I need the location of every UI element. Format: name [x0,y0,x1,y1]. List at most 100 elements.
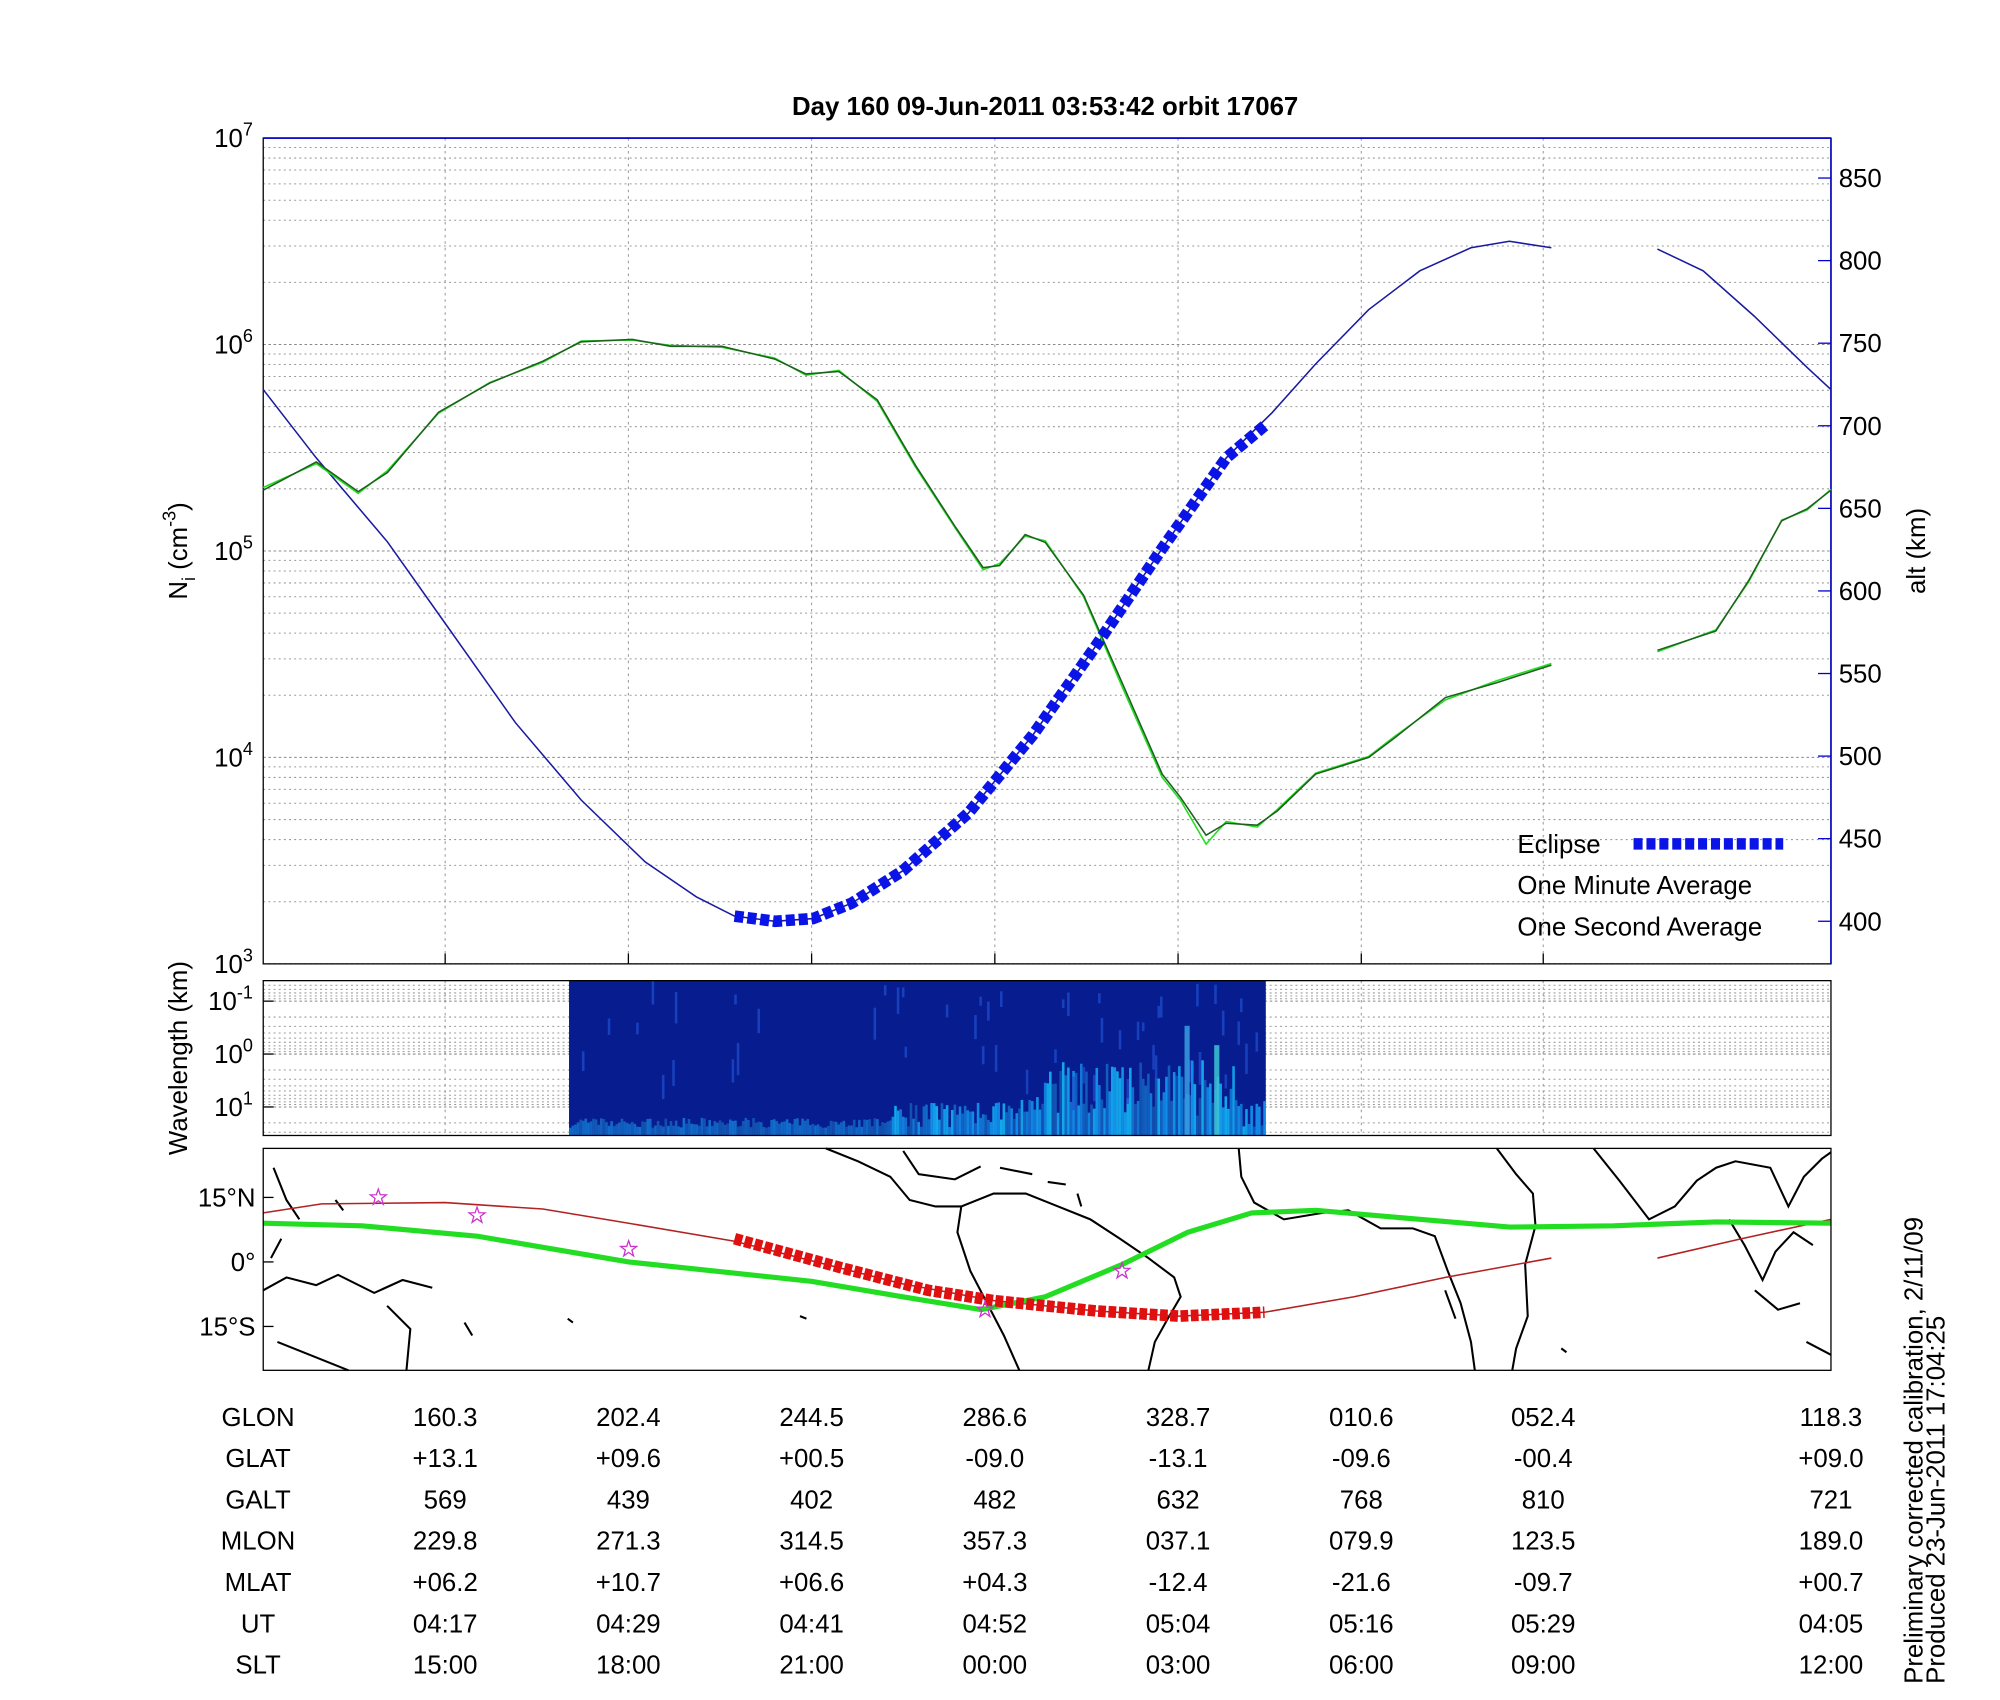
spectrogram-bin [571,1125,575,1136]
spectrogram-bin [705,1126,709,1136]
spectrogram-bin [1121,1067,1124,1136]
spectrogram-bin [685,1123,688,1136]
spectrogram-bin [827,1126,830,1136]
star-marker [368,1187,389,1206]
spectrogram-bin [1080,1063,1083,1136]
tick-exponent: -1 [237,983,253,1003]
spectrogram-bin [1015,1113,1019,1136]
spectrogram-bin [741,1121,745,1136]
spectrogram-bin [1157,1005,1160,1018]
spectrogram-bin [953,1104,957,1136]
coastline [1237,1147,1568,1371]
spectrogram-bin [883,1122,887,1136]
spectrogram-bin [1237,1021,1240,1045]
spectrogram-bin [1028,1100,1031,1136]
spectrogram-bin [1263,1101,1266,1136]
table-cell: 402 [790,1486,833,1514]
table-cell: -09.0 [965,1445,1024,1473]
spectrogram-bin [994,1045,998,1072]
spectrogram-bin [989,1122,993,1136]
spectrogram-bin [850,1125,853,1136]
spectrogram-bin [602,1119,606,1136]
spectrogram-bin [1007,1105,1011,1136]
tick-base: 10 [214,538,243,566]
y-tick-label: 500 [1839,743,1882,771]
row-header: GLON [222,1404,295,1432]
spectrogram-bin [749,1127,753,1136]
spectrogram-bin [754,1122,758,1136]
spectrogram-bin [956,1114,959,1136]
spectrogram-bin [710,1125,714,1136]
spectrogram-bin [1095,1067,1099,1136]
table-cell: 244.5 [779,1404,844,1432]
spectrogram-bin [1144,1085,1148,1136]
table-cell: -09.7 [1514,1569,1573,1597]
legend-label: One Second Average [1517,913,1762,941]
spectrogram-bin [1165,1076,1168,1136]
spectrogram-bin [917,1121,920,1136]
table-cell: 21:00 [779,1652,844,1680]
spectrogram-bin [618,1122,621,1136]
y-tick-label: 650 [1839,495,1882,523]
series-line [262,338,1832,837]
spectrogram-bin [1167,1065,1171,1136]
spectrogram-bin [883,985,887,996]
spectrogram-bin [971,1111,975,1136]
spectrogram-bin [1170,1100,1173,1136]
spectrogram-bin [1067,1067,1070,1136]
spectrogram-bin [1227,1108,1230,1136]
spectrogram-bin [731,1059,735,1083]
spectrogram-bin [1010,1108,1013,1136]
spectrogram-bin [1126,1098,1130,1136]
spectrogram-bin [922,1106,926,1136]
spectrogram-bin [1023,1111,1026,1136]
table-cell: +09.6 [596,1445,661,1473]
spectrogram-bin [643,1121,647,1136]
spectrogram-bin [1098,1085,1101,1136]
spectrogram-bin [729,1119,732,1136]
table-cell: 271.3 [596,1528,661,1556]
spectrogram-bin [1221,1107,1225,1136]
spectrogram-bin [1043,1082,1047,1136]
table-cell: +00.5 [779,1445,844,1473]
spectrogram-bin [873,1118,877,1136]
spectrogram-bin [943,1109,946,1136]
spectrogram-bin [1085,1071,1088,1136]
spectrogram-bin [1242,1126,1246,1136]
plot-layer: 1031041051061074004505005506006507007508… [159,93,1950,1684]
spectrogram-bin [1105,1063,1109,1136]
spectrogram-bin [1190,1060,1194,1136]
row-header: MLON [221,1528,296,1556]
spectrogram-bin [901,987,905,998]
tick-base: 10 [214,125,243,153]
spectrogram-image [569,980,1266,1136]
coastlines [262,1147,1832,1372]
spectrogram-bin [801,1118,804,1136]
label-superscript: -3 [159,511,179,527]
spectrogram-bin [958,1106,962,1136]
spectrogram-bin [641,1121,644,1136]
spectrogram-bin [860,1126,864,1136]
spectrogram-bin [700,1117,704,1136]
spectrogram-bin [870,1126,874,1136]
table-cell: 04:05 [1799,1610,1864,1638]
label-part: N [165,581,193,600]
coastline [902,1150,1083,1207]
spectrogram-bin [896,1110,900,1136]
spectrogram-bin [1252,1126,1256,1136]
spectrogram-bin [1172,1072,1176,1136]
spectrogram-bin [1072,1076,1075,1111]
table-cell: 18:00 [596,1652,661,1680]
spectrogram-bin [992,1106,995,1136]
footer-note: Produced 23-Jun-2011 17:04:25 [1923,1316,1951,1684]
spectrogram-bin [1154,1078,1158,1136]
star-marker [467,1205,487,1224]
legend-label: One Minute Average [1517,872,1752,900]
plot-frame [262,1147,1832,1371]
spectrogram-bin [646,1118,650,1136]
spectrogram-bin [865,1119,869,1136]
spectrogram-bin [739,1125,742,1136]
y-tick-label: 106 [214,326,253,360]
spectrogram-bin [726,1123,730,1136]
